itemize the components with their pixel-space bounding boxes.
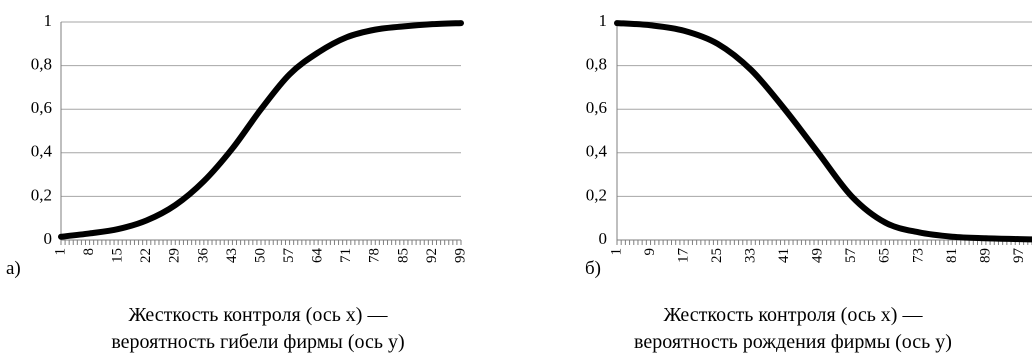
x-tick-label: 49 — [810, 248, 826, 263]
x-tick-label: 89 — [977, 248, 993, 263]
chart-panel-2: 0 0,2 0,4 0,6 0,8 1 1 9 17 25 33 41 49 57 65 73 81 89 97 б)… — [585, 11, 1032, 353]
x-tick-label: 25 — [709, 248, 725, 263]
x-tick-label: 43 — [224, 248, 240, 263]
x-tick-label: 1 — [608, 248, 624, 256]
x-tick-label: 50 — [252, 248, 268, 263]
x-tick-label: 99 — [452, 248, 468, 263]
x-tick-label: 22 — [138, 248, 154, 263]
y-tick-label: 0,8 — [586, 55, 607, 74]
panel-label: б) — [585, 258, 601, 279]
x-tick-label: 78 — [367, 248, 383, 263]
x-tick-label: 29 — [167, 248, 183, 263]
chart-panel-1: 0 0,2 0,4 0,6 0,8 1 1 8 15 22 29 36 43 50 57 64 71 78 85 92… — [6, 11, 468, 353]
y-tick-label: 0,8 — [31, 55, 52, 74]
y-tick-label: 0,6 — [31, 98, 52, 117]
x-tick-label: 33 — [743, 248, 759, 263]
x-tick-label: 92 — [424, 248, 440, 263]
chart-caption-line-1: Жесткость контроля (ось х) — — [129, 304, 389, 326]
x-tick-label: 1 — [52, 248, 68, 256]
x-tick-label: 57 — [281, 248, 297, 264]
x-tick-label: 36 — [195, 248, 211, 264]
y-tick-label: 0 — [44, 229, 53, 248]
x-tick-label: 64 — [310, 248, 326, 264]
y-tick-label: 0,2 — [31, 185, 52, 204]
x-tick-label: 9 — [642, 248, 658, 256]
y-tick-label: 1 — [44, 11, 53, 30]
x-tick-label: 71 — [338, 248, 354, 263]
chart-caption-line-2: вероятность рождения фирмы (ось у) — [634, 331, 952, 353]
x-tick-label: 57 — [843, 248, 859, 264]
y-tick-label: 0,6 — [586, 98, 607, 117]
x-tick-label: 81 — [944, 248, 960, 263]
x-tick-label: 15 — [110, 248, 126, 263]
panel-label: а) — [6, 258, 21, 279]
series-line — [58, 20, 464, 240]
x-tick-label: 8 — [81, 248, 97, 256]
y-tick-label: 0,4 — [31, 142, 53, 161]
chart-caption-line-2: вероятность гибели фирмы (ось у) — [111, 331, 404, 353]
chart-caption-line-1: Жесткость контроля (ось х) — — [664, 304, 924, 326]
x-tick-label: 65 — [877, 248, 893, 263]
x-tick-label: 73 — [910, 248, 926, 263]
x-tick-label: 17 — [676, 248, 692, 264]
y-tick-label: 1 — [599, 11, 608, 30]
series-line — [614, 20, 1032, 243]
x-tick-label: 41 — [776, 248, 792, 263]
y-tick-label: 0,2 — [586, 185, 607, 204]
x-tick-label: 97 — [1011, 248, 1027, 264]
y-tick-label: 0 — [599, 229, 608, 248]
x-tick-label: 85 — [395, 248, 411, 263]
y-tick-label: 0,4 — [586, 142, 608, 161]
